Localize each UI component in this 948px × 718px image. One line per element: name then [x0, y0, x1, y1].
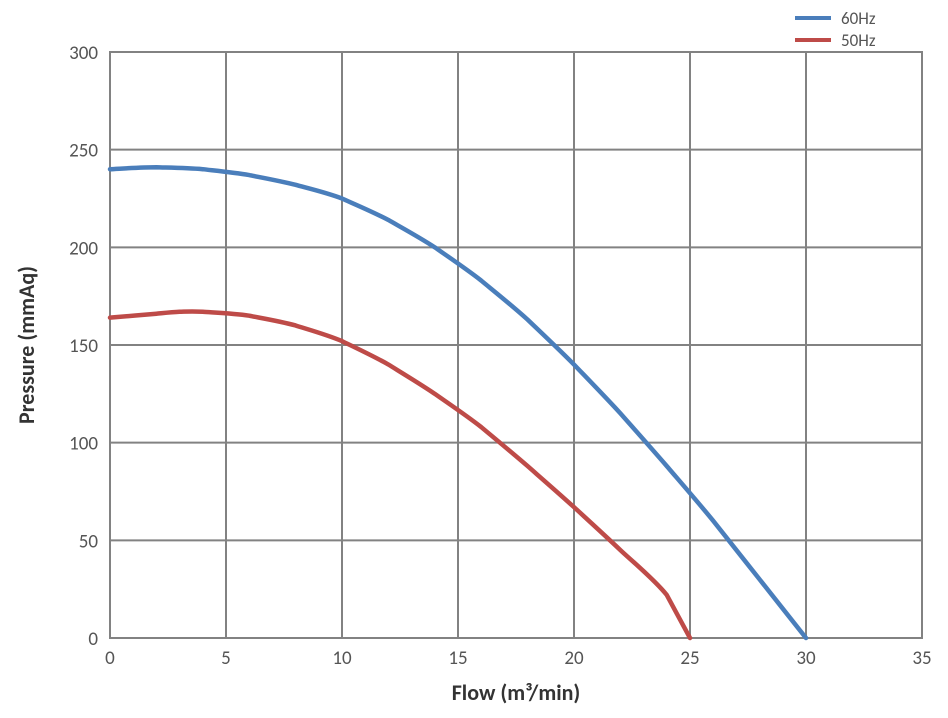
y-tick-label: 0: [88, 628, 98, 651]
chart-container: 0 5 10 15 20 25 30 35 0 50 100 150 200 250 300 Flow (m³…: [0, 0, 948, 718]
x-tick-label: 5: [221, 647, 231, 670]
y-tick-label: 100: [69, 433, 98, 456]
legend-label-50Hz: 50Hz: [841, 30, 876, 51]
x-axis-label: Flow (m³/min): [452, 679, 581, 706]
y-tick-label: 250: [69, 140, 98, 163]
y-tick-label: 300: [69, 42, 98, 65]
x-tick-label: 20: [564, 647, 584, 670]
y-tick-label: 200: [69, 237, 98, 260]
x-tick-label: 15: [448, 647, 467, 670]
x-tick-label: 35: [912, 647, 931, 670]
y-tick-label: 50: [79, 530, 99, 553]
y-axis-label: Pressure (mmAq): [13, 266, 40, 424]
x-tick-label: 10: [332, 647, 352, 670]
x-tick-label: 30: [796, 647, 816, 670]
y-tick-label: 150: [69, 335, 98, 358]
pressure-flow-chart: 0 5 10 15 20 25 30 35 0 50 100 150 200 250 300 Flow (m³…: [0, 0, 948, 718]
x-tick-label: 0: [105, 647, 115, 670]
legend-label-60Hz: 60Hz: [841, 8, 876, 29]
x-tick-label: 25: [680, 647, 699, 670]
